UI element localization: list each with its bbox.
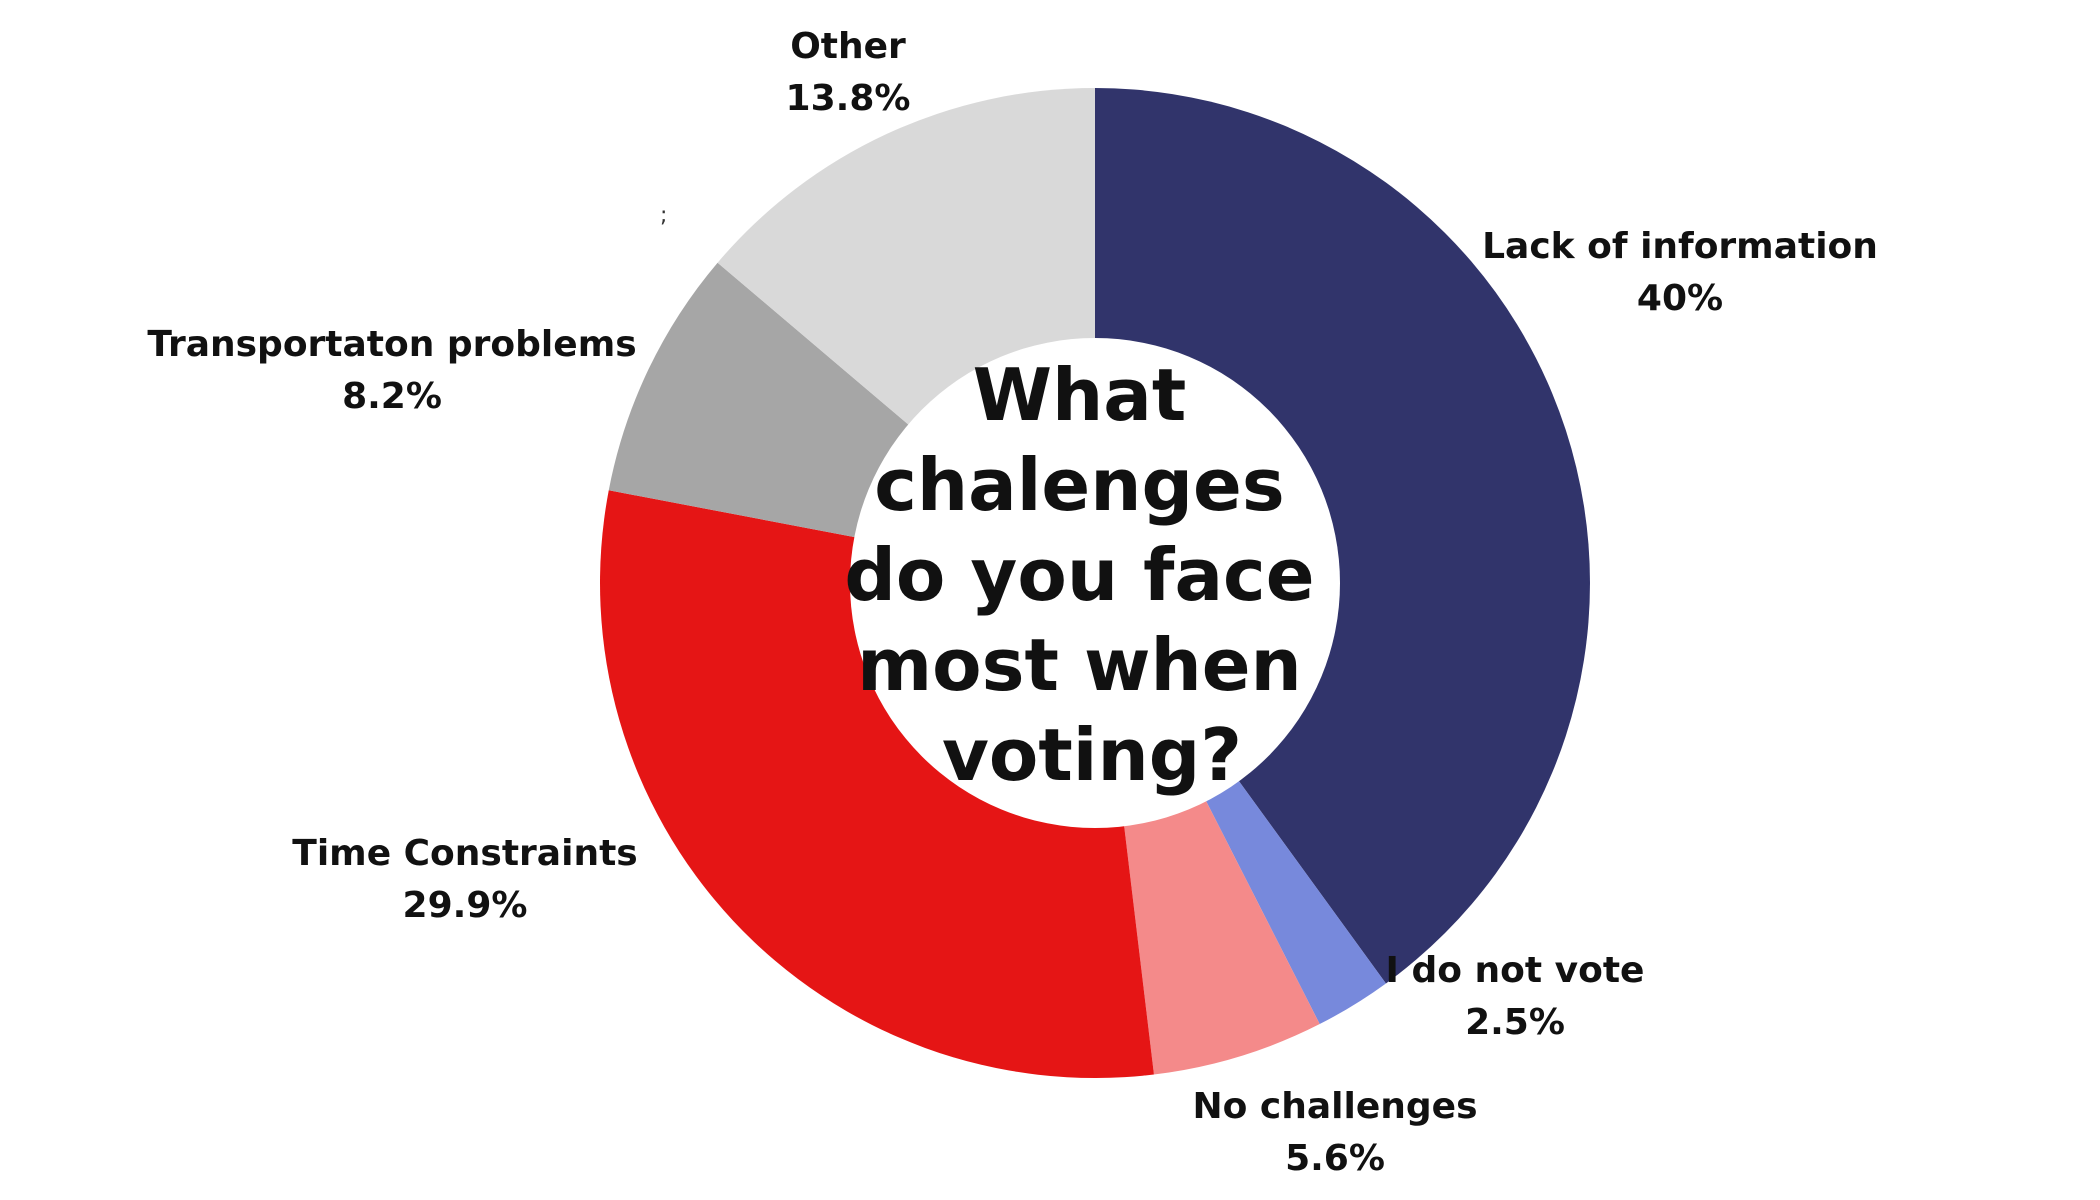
chart-title-line: do you face: [844, 533, 1314, 617]
slice-label-name: Transportaton problems: [147, 324, 636, 365]
slice-label: I do not vote 2.5%: [1386, 950, 1645, 1043]
donut-hole: [850, 338, 1340, 828]
slice-label-value: 13.8%: [786, 78, 911, 119]
stray-mark: ;: [660, 203, 667, 228]
slice-label-value: 29.9%: [403, 885, 528, 926]
slice-label-name: Lack of information: [1482, 226, 1878, 267]
slice-label: Time Constraints 29.9%: [292, 833, 637, 926]
slice-label-name: Time Constraints: [292, 833, 637, 874]
slice-lack-of-information: [1095, 88, 1590, 984]
slice-label: Other 13.8%: [786, 26, 911, 119]
slice-label-value: 8.2%: [342, 376, 442, 417]
slice-label-name: I do not vote: [1386, 950, 1645, 991]
slice-label-value: 5.6%: [1285, 1138, 1385, 1179]
slice-label: Lack of information 40%: [1482, 226, 1878, 319]
chart-title-line: What: [973, 353, 1187, 437]
slice-label: Transportaton problems 8.2%: [147, 324, 636, 417]
chart-title-line: chalenges: [874, 443, 1285, 527]
slice-label-value: 40%: [1637, 278, 1723, 319]
slice-label: No challenges 5.6%: [1193, 1086, 1478, 1179]
slice-label-name: Other: [790, 26, 906, 67]
slice-label-name: No challenges: [1193, 1086, 1478, 1127]
chart-title-line: most when: [857, 623, 1302, 707]
slice-labels: Lack of information 40% I do not vote 2.5% N…: [147, 26, 1878, 1179]
chart-title-line: voting?: [942, 713, 1242, 797]
slice-label-value: 2.5%: [1465, 1002, 1565, 1043]
chart-title: What chalenges do you face most when vot…: [844, 353, 1339, 797]
